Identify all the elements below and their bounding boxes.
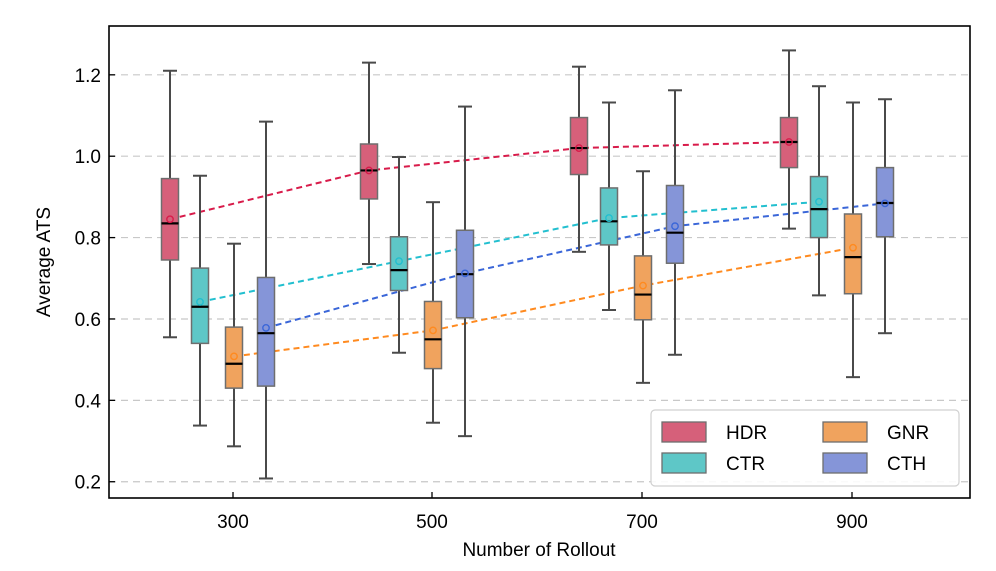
mean-marker (166, 215, 174, 224)
legend-label-cth: CTH (887, 454, 926, 475)
x-tick-label: 900 (836, 512, 868, 533)
box-iqr (809, 175, 829, 239)
y-tick-label: 0.6 (75, 310, 101, 331)
box-gnr-300 (224, 242, 244, 448)
legend-label-gnr: GNR (887, 423, 929, 444)
trend-line-cth (265, 202, 886, 329)
box-cth-700 (665, 89, 685, 356)
box-iqr (224, 326, 244, 389)
box-cth-300 (256, 120, 276, 480)
box-iqr (633, 255, 653, 321)
box-ctr-500 (389, 156, 409, 354)
mean-trend-lines (169, 140, 886, 358)
mean-marker (639, 281, 647, 290)
y-tick-label: 1.0 (75, 147, 101, 168)
trend-line-hdr (169, 140, 790, 221)
legend-label-ctr: CTR (726, 454, 765, 475)
trend-line-gnr (233, 246, 854, 358)
box-iqr (599, 187, 619, 246)
box-iqr (389, 236, 409, 292)
x-tick-label: 500 (416, 512, 448, 533)
mean-marker (365, 166, 373, 175)
x-axis-title: Number of Rollout (462, 540, 616, 561)
box-cth-900 (875, 98, 895, 335)
box-iqr (160, 177, 180, 261)
box-gnr-900 (843, 101, 863, 379)
axes: 0.2 0.4 0.6 0.8 1.0 1.2 300 500 700 900 (75, 66, 868, 533)
mean-marker (230, 352, 238, 361)
box-plots (160, 49, 895, 480)
box-ctr-300 (190, 174, 210, 427)
box-hdr-300 (160, 69, 180, 339)
y-tick-label: 0.8 (75, 229, 101, 250)
legend-swatch-gnr (822, 421, 868, 443)
x-tick-label: 300 (217, 512, 249, 533)
legend-label-hdr: HDR (726, 423, 767, 444)
mean-marker (395, 257, 403, 266)
box-iqr (423, 300, 443, 370)
mean-marker (429, 326, 437, 335)
box-ctr-900 (809, 85, 829, 297)
mean-marker (849, 243, 857, 252)
mean-marker (605, 214, 613, 222)
y-tick-label: 0.2 (75, 473, 101, 494)
legend-swatch-cth (822, 452, 868, 474)
y-tick-label: 0.4 (75, 391, 102, 412)
mean-marker (575, 144, 583, 152)
x-tick-label: 700 (626, 512, 658, 533)
box-gnr-500 (423, 201, 443, 424)
mean-marker (262, 324, 270, 332)
box-hdr-500 (359, 61, 379, 266)
box-gnr-700 (633, 170, 653, 384)
mean-marker (196, 297, 204, 306)
y-axis-title: Average ATS (34, 207, 55, 317)
mean-marker (881, 199, 889, 208)
box-iqr (665, 184, 685, 264)
box-ctr-700 (599, 101, 619, 312)
mean-marker (785, 138, 793, 146)
y-tick-label: 1.2 (75, 66, 101, 87)
legend-box (650, 409, 960, 487)
trend-line-ctr (199, 200, 820, 303)
legend: HDR CTR GNR CTH (650, 409, 960, 487)
box-cth-500 (455, 105, 475, 438)
legend-swatch-ctr (661, 452, 707, 474)
mean-marker (461, 269, 469, 278)
box-hdr-700 (569, 65, 589, 253)
mean-marker (671, 222, 679, 231)
legend-swatch-hdr (661, 421, 707, 443)
plot-frame (108, 25, 971, 499)
mean-marker (815, 197, 823, 206)
box-hdr-900 (779, 49, 799, 230)
box-iqr (843, 213, 863, 295)
box-iqr (569, 116, 589, 176)
